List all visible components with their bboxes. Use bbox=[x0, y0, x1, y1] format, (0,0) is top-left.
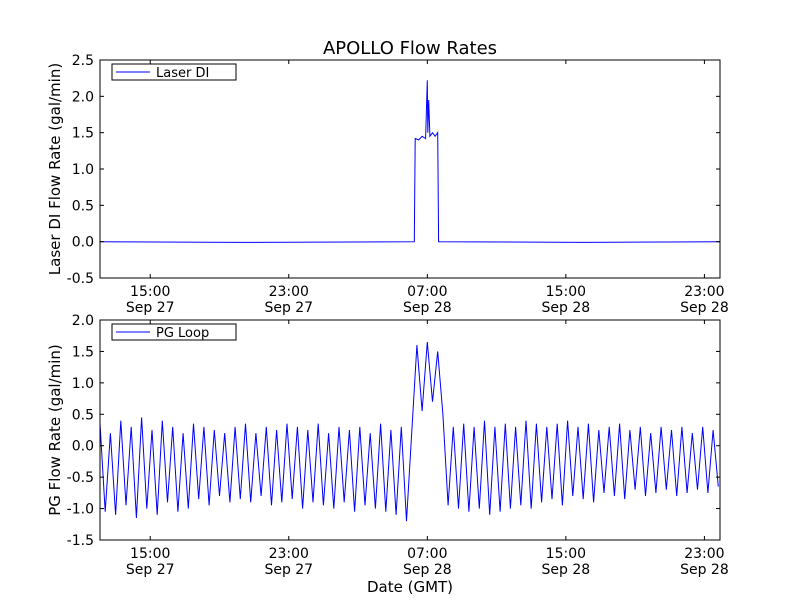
x-tick-label-time: 23:00 bbox=[684, 546, 724, 562]
y-tick-label: 1.5 bbox=[72, 126, 94, 142]
x-tick-label-date: Sep 27 bbox=[126, 300, 175, 316]
x-tick-label-date: Sep 28 bbox=[542, 300, 591, 316]
y-tick-label: 0.5 bbox=[72, 198, 94, 214]
x-tick-label-date: Sep 28 bbox=[403, 300, 452, 316]
x-tick-label-time: 15:00 bbox=[546, 284, 586, 300]
series-line-laser-di bbox=[99, 80, 721, 243]
axes-frame bbox=[99, 319, 721, 541]
y-axis-label: PG Flow Rate (gal/min) bbox=[46, 344, 64, 516]
x-tick-label-time: 23:00 bbox=[684, 284, 724, 300]
x-axis-label: Date (GMT) bbox=[367, 578, 453, 596]
x-tick-label-date: Sep 28 bbox=[680, 300, 729, 316]
y-tick-label: -1.0 bbox=[67, 502, 94, 518]
series-line-pg-loop bbox=[99, 341, 719, 522]
legend-label: Laser DI bbox=[156, 66, 209, 81]
x-tick-label-time: 23:00 bbox=[269, 546, 309, 562]
y-tick-label: 2.5 bbox=[72, 53, 94, 69]
y-tick-label: 0.0 bbox=[72, 235, 94, 251]
y-tick-label: -0.5 bbox=[67, 470, 94, 486]
legend-box bbox=[111, 63, 237, 81]
x-tick-label-date: Sep 27 bbox=[264, 300, 313, 316]
x-tick-label-date: Sep 27 bbox=[126, 562, 175, 578]
x-tick-label-time: 15:00 bbox=[130, 546, 170, 562]
x-tick-label-time: 15:00 bbox=[130, 284, 170, 300]
y-tick-label: 1.5 bbox=[72, 344, 94, 360]
legend-label: PG Loop bbox=[156, 326, 209, 341]
x-tick-label-time: 15:00 bbox=[546, 546, 586, 562]
y-tick-label: 0.5 bbox=[72, 407, 94, 423]
y-tick-label: 2.0 bbox=[72, 89, 94, 105]
y-tick-label: 0.0 bbox=[72, 439, 94, 455]
y-tick-label: -1.5 bbox=[67, 533, 94, 549]
x-tick-label-time: 07:00 bbox=[407, 546, 447, 562]
legend: Laser DI bbox=[111, 63, 237, 81]
x-tick-label-date: Sep 28 bbox=[403, 562, 452, 578]
x-tick-label-date: Sep 27 bbox=[264, 562, 313, 578]
x-tick-label-date: Sep 28 bbox=[542, 562, 591, 578]
y-tick-label: -0.5 bbox=[67, 271, 94, 287]
y-tick-label: 2.0 bbox=[72, 313, 94, 329]
x-tick-label-time: 07:00 bbox=[407, 284, 447, 300]
y-tick-label: 1.0 bbox=[72, 162, 94, 178]
axes-frame bbox=[99, 59, 721, 279]
y-tick-label: 1.0 bbox=[72, 376, 94, 392]
legend: PG Loop bbox=[111, 323, 237, 341]
x-tick-label-time: 23:00 bbox=[269, 284, 309, 300]
y-axis-label: Laser DI Flow Rate (gal/min) bbox=[46, 63, 64, 275]
chart-title: APOLLO Flow Rates bbox=[323, 38, 497, 59]
legend-box bbox=[111, 323, 237, 341]
x-tick-label-date: Sep 28 bbox=[680, 562, 729, 578]
